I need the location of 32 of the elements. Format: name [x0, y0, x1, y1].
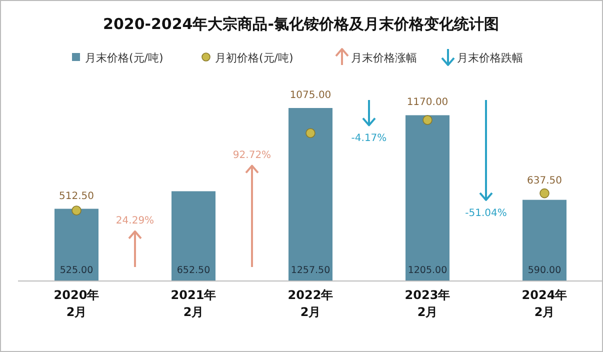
- x-tick-label: 2022年2月: [286, 287, 334, 321]
- bar: [522, 200, 566, 281]
- annotation: -4.17%: [351, 133, 387, 144]
- point: [72, 206, 82, 216]
- data-label: 590.00: [528, 265, 562, 276]
- data-label: 525.00: [60, 265, 94, 276]
- data-label: 1205.00: [408, 265, 448, 276]
- annotation: 92.72%: [232, 150, 272, 161]
- point: [306, 128, 316, 138]
- data-label: 652.50: [176, 265, 210, 276]
- annotation: -51.04%: [465, 208, 507, 219]
- data-label: 1170.00: [406, 97, 448, 108]
- bar: [406, 115, 450, 281]
- legend-label: 月末价格(元/吨): [85, 52, 164, 64]
- text: 月末价格跌幅: [457, 52, 523, 64]
- x-tick-label: 2020年2月: [52, 287, 100, 321]
- x-tick-label: 2024年2月: [520, 287, 568, 321]
- bar: [288, 108, 332, 281]
- data-label: 1257.50: [290, 265, 330, 276]
- point: [540, 188, 550, 198]
- bar: [172, 191, 216, 281]
- legend-label: 月初价格(元/吨): [215, 52, 294, 64]
- data-label: 512.50: [59, 190, 94, 202]
- data-label: 1075.00: [290, 90, 332, 101]
- text: 月末价格涨幅: [351, 52, 417, 64]
- bar: [54, 208, 98, 281]
- chart-title: 2020-2024年大宗商品-氯化铵价格及月末价格变化统计图: [103, 15, 499, 33]
- point: [422, 115, 432, 125]
- x-tick-label: 2023年2月: [404, 287, 452, 321]
- x-tick-label: 2021年2月: [170, 287, 218, 321]
- data-label: 637.50: [527, 175, 562, 186]
- annotation: 24.29%: [116, 215, 154, 226]
